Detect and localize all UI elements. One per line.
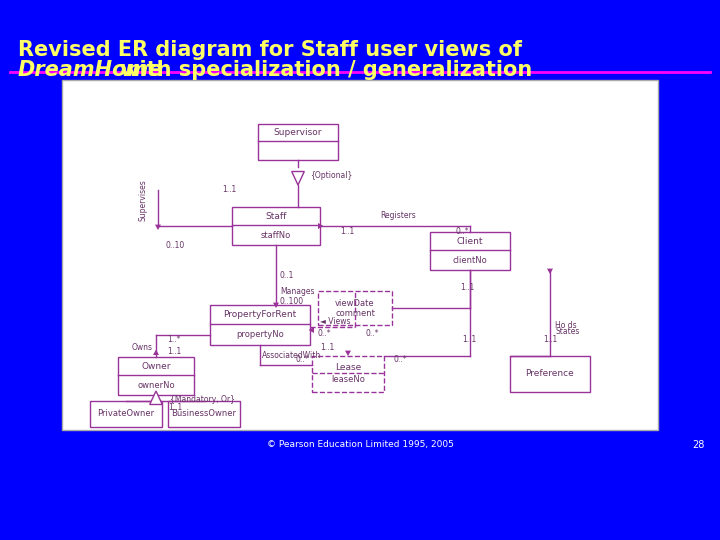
Text: Registers: Registers xyxy=(380,211,415,220)
Text: 1..1: 1..1 xyxy=(462,335,476,345)
FancyBboxPatch shape xyxy=(210,305,310,345)
Text: 1..1: 1..1 xyxy=(222,186,236,194)
Polygon shape xyxy=(155,225,161,230)
Text: propertyNo: propertyNo xyxy=(236,330,284,339)
Text: Client: Client xyxy=(456,237,483,246)
FancyBboxPatch shape xyxy=(318,291,392,325)
Text: 0..1: 0..1 xyxy=(280,271,294,280)
FancyBboxPatch shape xyxy=(510,356,590,392)
Text: Preference: Preference xyxy=(526,369,575,379)
Text: Staff: Staff xyxy=(265,212,287,221)
Text: 0..100: 0..100 xyxy=(280,298,304,307)
Text: BusinessOwner: BusinessOwner xyxy=(171,409,236,418)
Text: leaseNo: leaseNo xyxy=(331,375,365,383)
Text: comment: comment xyxy=(335,308,375,318)
Text: Ho ds: Ho ds xyxy=(555,321,577,329)
Polygon shape xyxy=(150,391,162,404)
Text: 1..1: 1..1 xyxy=(340,227,354,237)
Polygon shape xyxy=(153,349,159,355)
Text: Supervises: Supervises xyxy=(139,179,148,221)
FancyBboxPatch shape xyxy=(62,80,658,430)
Text: 0..*: 0..* xyxy=(455,227,469,237)
Polygon shape xyxy=(292,172,305,185)
Text: staffNo: staffNo xyxy=(261,231,291,240)
Text: with specialization / generalization: with specialization / generalization xyxy=(113,60,532,80)
Text: 1..*: 1..* xyxy=(167,335,181,345)
Text: DreamHome: DreamHome xyxy=(18,60,163,80)
Text: 0..10: 0..10 xyxy=(165,240,184,249)
Text: States: States xyxy=(555,327,580,336)
FancyBboxPatch shape xyxy=(312,356,384,392)
Text: 1..1: 1..1 xyxy=(320,343,334,353)
Text: Owner: Owner xyxy=(141,362,171,370)
Text: clientNo: clientNo xyxy=(453,255,487,265)
Text: 1..1: 1..1 xyxy=(168,402,182,411)
Text: viewDate: viewDate xyxy=(336,299,375,307)
Text: 1..1: 1..1 xyxy=(167,348,181,356)
Text: 0..*: 0..* xyxy=(365,328,379,338)
FancyBboxPatch shape xyxy=(118,357,194,395)
FancyBboxPatch shape xyxy=(168,401,240,427)
Text: Supervisor: Supervisor xyxy=(274,128,323,137)
Polygon shape xyxy=(318,223,323,229)
FancyBboxPatch shape xyxy=(90,401,162,427)
Text: 28: 28 xyxy=(693,440,705,450)
Text: © Pearson Education Limited 1995, 2005: © Pearson Education Limited 1995, 2005 xyxy=(266,441,454,449)
Text: Manages: Manages xyxy=(280,287,315,296)
Text: 1..1: 1..1 xyxy=(543,335,557,345)
Text: {Optional}: {Optional} xyxy=(310,171,352,179)
Polygon shape xyxy=(273,302,279,308)
Text: PropertyForRent: PropertyForRent xyxy=(223,310,297,319)
Polygon shape xyxy=(345,350,351,356)
Text: 0..*: 0..* xyxy=(295,355,308,364)
Text: {Mandatory, Or}: {Mandatory, Or} xyxy=(170,395,235,404)
Text: 1..1: 1..1 xyxy=(460,284,474,293)
Text: Lease: Lease xyxy=(335,363,361,373)
FancyBboxPatch shape xyxy=(258,124,338,160)
Polygon shape xyxy=(547,268,553,274)
Text: ◄ Views: ◄ Views xyxy=(320,318,351,327)
Text: 0..*: 0..* xyxy=(317,328,330,338)
Text: PrivateOwner: PrivateOwner xyxy=(97,409,155,418)
Polygon shape xyxy=(309,327,314,333)
Text: Revised ER diagram for Staff user views of: Revised ER diagram for Staff user views … xyxy=(18,40,522,60)
Text: 0..*: 0..* xyxy=(394,355,408,364)
Text: Owns: Owns xyxy=(132,343,153,353)
Text: AssociatedWith: AssociatedWith xyxy=(262,350,321,360)
Text: ownerNo: ownerNo xyxy=(138,381,175,390)
FancyBboxPatch shape xyxy=(430,232,510,270)
FancyBboxPatch shape xyxy=(232,207,320,245)
